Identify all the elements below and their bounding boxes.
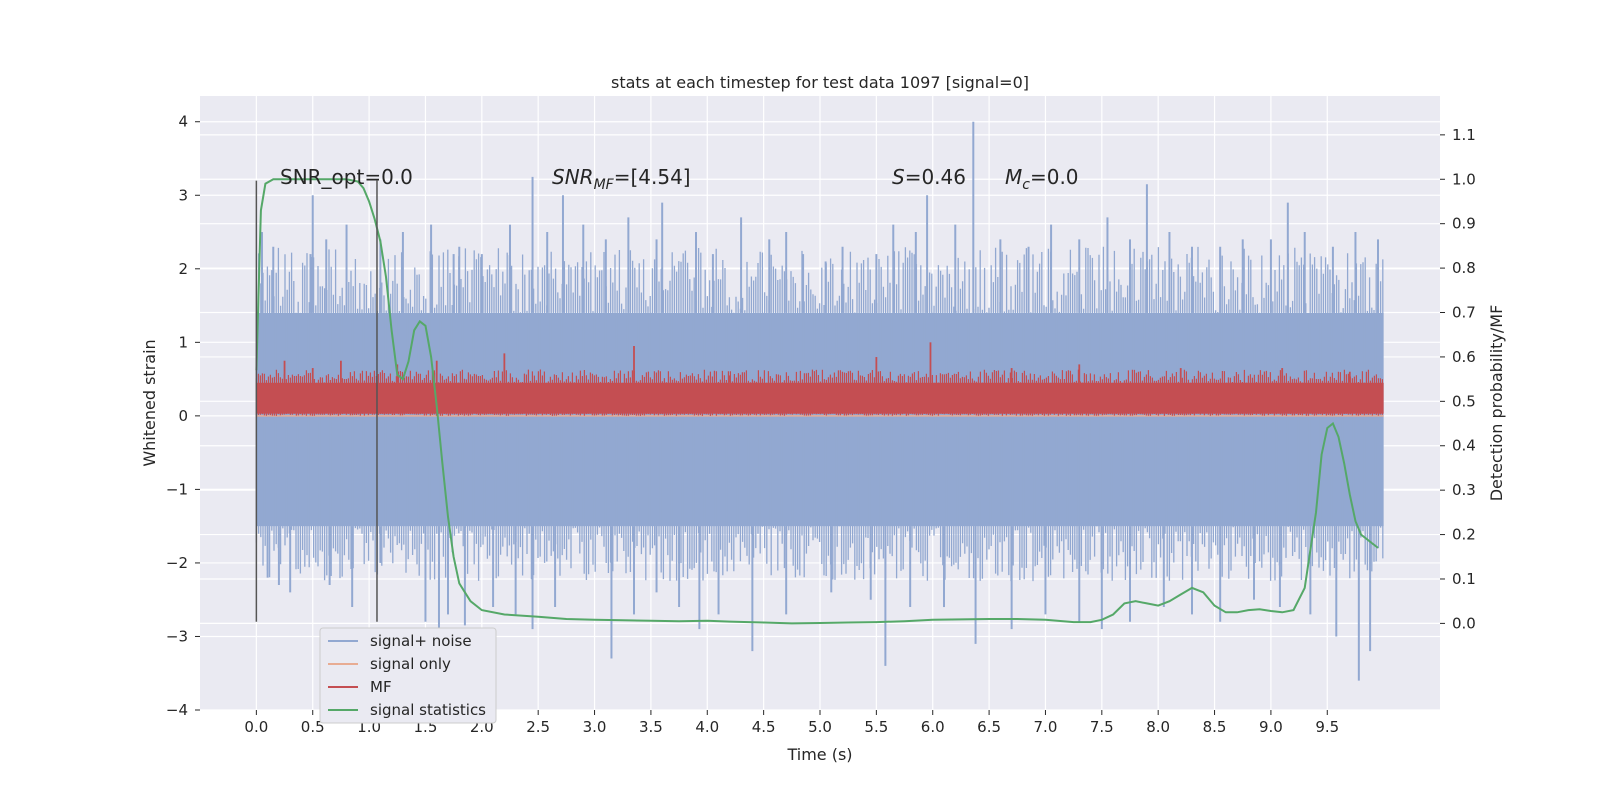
y2-tick-label: 0.8 <box>1452 259 1476 277</box>
x-tick-label: 7.0 <box>1034 718 1058 736</box>
x-tick-label: 0.0 <box>244 718 268 736</box>
y-tick-label: 0 <box>178 407 188 425</box>
y-tick-label: −3 <box>166 627 188 645</box>
x-tick-label: 5.0 <box>808 718 832 736</box>
mc-symbol: M <box>1005 165 1022 189</box>
s-annotation: S=0.46 <box>892 165 966 189</box>
legend-box <box>319 627 497 724</box>
legend: signal+ noise signal only MF signal stat… <box>319 627 497 724</box>
y-axis-label: Whitened strain <box>140 339 159 466</box>
legend-label-signal-statistics: signal statistics <box>370 701 486 719</box>
x-tick-label: 8.5 <box>1203 718 1227 736</box>
snr-opt-annotation: SNR_opt=0.0 <box>280 165 413 189</box>
x-tick-label: 6.0 <box>921 718 945 736</box>
y2-tick-label: 0.3 <box>1452 481 1476 499</box>
snr-mf-value: =[4.54] <box>614 165 691 189</box>
s-symbol: S <box>892 165 905 189</box>
boundary-lines <box>255 180 378 622</box>
chart-title: stats at each timestep for test data 109… <box>611 73 1029 92</box>
snr-mf-base: SNR <box>552 165 594 189</box>
legend-label-signal-noise: signal+ noise <box>370 632 472 650</box>
x-tick-label: 3.0 <box>583 718 607 736</box>
x-tick-label: 5.5 <box>864 718 888 736</box>
y2-tick-label: 1.0 <box>1452 170 1476 188</box>
y-tick-label: 3 <box>178 186 188 204</box>
mf-series <box>255 342 1384 416</box>
y2-axis-label: Detection probability/MF <box>1487 305 1506 502</box>
y-tick-label: 1 <box>178 333 188 351</box>
s-value: =0.46 <box>905 165 966 189</box>
y2-tick-label: 0.5 <box>1452 392 1476 410</box>
y-tick-label: −2 <box>166 554 188 572</box>
x-tick-label: 4.0 <box>695 718 719 736</box>
y2-tick-label: 0.6 <box>1452 348 1476 366</box>
y-tick-label: −1 <box>166 480 188 498</box>
x-tick-label: 9.0 <box>1259 718 1283 736</box>
y2-tick-label: 0.2 <box>1452 526 1476 544</box>
legend-label-mf: MF <box>370 678 392 696</box>
y2-tick-label: 0.9 <box>1452 215 1476 233</box>
x-tick-label: 3.5 <box>639 718 663 736</box>
snr-mf-annotation: SNRMF=[4.54] <box>552 165 691 193</box>
signal-plus-noise-series <box>255 121 1384 681</box>
y-axis-ticks: 4 3 2 1 0 −1 −2 −3 −4 <box>166 113 200 719</box>
y2-axis-ticks: 1.1 1.0 0.9 0.8 0.7 0.6 0.5 0.4 0.3 0.2 0.1 0.0 <box>1440 126 1476 632</box>
x-tick-label: 6.5 <box>977 718 1001 736</box>
x-tick-label: 2.5 <box>526 718 550 736</box>
y2-tick-label: 1.1 <box>1452 126 1476 144</box>
x-tick-label: 4.5 <box>752 718 776 736</box>
snr-mf-subscript: MF <box>594 177 615 193</box>
mc-subscript: c <box>1022 177 1030 193</box>
mc-value: =0.0 <box>1030 165 1079 189</box>
signal-statistics-line <box>255 178 1379 625</box>
x-tick-label: 9.5 <box>1315 718 1339 736</box>
signal-statistics-series <box>255 178 1379 625</box>
legend-label-signal-only: signal only <box>370 655 451 673</box>
y2-tick-label: 0.0 <box>1452 614 1476 632</box>
mc-annotation: Mc=0.0 <box>1005 165 1079 193</box>
y-tick-label: 4 <box>178 113 188 131</box>
y2-tick-label: 0.4 <box>1452 437 1476 455</box>
y-tick-label: −4 <box>166 701 188 719</box>
x-tick-label: 8.0 <box>1146 718 1170 736</box>
y2-tick-label: 0.1 <box>1452 570 1476 588</box>
x-tick-label: 7.5 <box>1090 718 1114 736</box>
x-tick-label: 0.5 <box>301 718 325 736</box>
x-axis-label: Time (s) <box>786 745 852 764</box>
y-tick-label: 2 <box>178 260 188 278</box>
y2-tick-label: 0.7 <box>1452 304 1476 322</box>
